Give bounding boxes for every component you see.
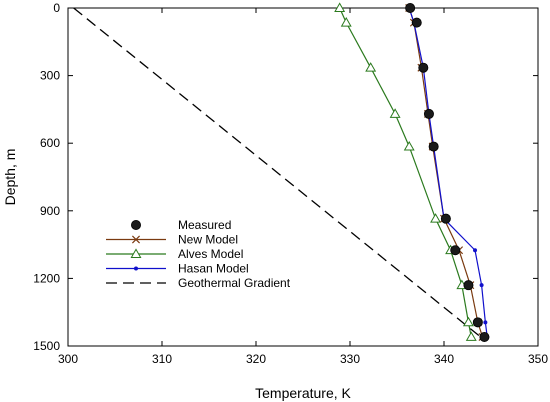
data-point-measured bbox=[450, 245, 461, 256]
legend-label: New Model bbox=[178, 233, 238, 247]
data-point-measured bbox=[428, 141, 439, 152]
y-axis: 0 300 600 900 1200 1500 bbox=[33, 1, 538, 353]
data-point-triangle bbox=[340, 17, 352, 27]
x-axis-title: Temperature, K bbox=[255, 385, 351, 401]
data-point-triangle bbox=[389, 108, 401, 118]
data-point-dot bbox=[479, 283, 484, 288]
data-point-triangle bbox=[430, 213, 442, 223]
y-tick-label: 1200 bbox=[33, 271, 60, 285]
data-point-measured bbox=[440, 213, 451, 224]
series-line bbox=[339, 7, 472, 338]
legend-label: Geothermal Gradient bbox=[178, 276, 291, 290]
data-point-dot bbox=[483, 320, 488, 325]
legend-label: Alves Model bbox=[178, 247, 243, 261]
data-point-measured bbox=[411, 17, 422, 28]
y-tick-label: 300 bbox=[40, 69, 60, 83]
data-point-triangle bbox=[462, 316, 474, 327]
legend-item: Geothermal Gradient bbox=[106, 276, 291, 290]
y-tick-label: 0 bbox=[53, 1, 60, 15]
series-alves-model bbox=[334, 2, 477, 341]
y-tick-label: 900 bbox=[40, 204, 60, 218]
x-tick-label: 300 bbox=[58, 352, 78, 366]
data-point-triangle bbox=[130, 248, 142, 258]
y-tick-label: 600 bbox=[40, 136, 60, 150]
x-tick-label: 330 bbox=[340, 352, 360, 366]
data-point-measured bbox=[405, 3, 416, 13]
series-layer bbox=[73, 2, 490, 342]
series-geothermal-gradient bbox=[73, 7, 482, 338]
y-axis-title: Depth, m bbox=[2, 149, 18, 206]
series-line bbox=[408, 7, 488, 338]
data-point-triangle bbox=[334, 2, 346, 12]
data-point-measured bbox=[472, 317, 483, 328]
series-measured bbox=[405, 3, 490, 342]
data-point-measured bbox=[418, 62, 429, 73]
y-tick-label: 1500 bbox=[33, 339, 60, 353]
legend-label: Hasan Model bbox=[178, 262, 249, 276]
data-point-measured bbox=[479, 331, 490, 342]
data-point-dot bbox=[473, 248, 478, 253]
series-line bbox=[73, 7, 482, 338]
data-point-measured bbox=[463, 280, 474, 291]
data-point-triangle bbox=[465, 331, 477, 341]
plot-area bbox=[67, 7, 539, 347]
data-point-x bbox=[131, 235, 141, 244]
x-tick-label: 340 bbox=[434, 352, 454, 366]
x-tick-label: 320 bbox=[246, 352, 266, 366]
legend-item: Alves Model bbox=[106, 247, 243, 261]
series-new-model bbox=[405, 3, 487, 342]
data-point-triangle bbox=[365, 62, 377, 72]
legend-item: Hasan Model bbox=[106, 262, 249, 276]
x-axis: 300 310 320 330 340 350 bbox=[58, 8, 548, 366]
legend-label: Measured bbox=[178, 218, 231, 232]
legend-item: Measured bbox=[130, 218, 231, 232]
data-point-measured bbox=[130, 219, 141, 230]
data-point-triangle bbox=[403, 140, 415, 151]
x-tick-label: 350 bbox=[528, 352, 548, 366]
data-point-measured bbox=[423, 108, 434, 119]
data-point-dot bbox=[134, 266, 138, 271]
plot-frame bbox=[67, 7, 539, 347]
x-tick-label: 310 bbox=[152, 352, 172, 366]
legend-item: New Model bbox=[106, 233, 238, 247]
